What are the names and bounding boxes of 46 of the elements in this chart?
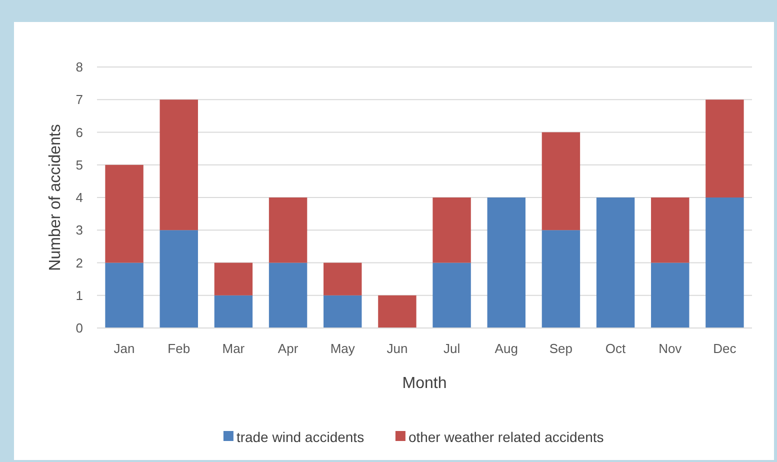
y-tick-label: 7 [76, 92, 83, 108]
bar [324, 262, 362, 296]
x-tick-label: Oct [605, 341, 626, 356]
bar [596, 198, 635, 328]
bar [432, 198, 471, 263]
bar [542, 230, 580, 328]
x-tick-label: Dec [713, 341, 737, 356]
y-tick-label: 6 [76, 124, 83, 140]
y-tick-label: 0 [76, 320, 83, 336]
legend-label: other weather related accidents [408, 428, 604, 445]
bar [105, 164, 144, 263]
bar [214, 295, 253, 328]
x-tick-label: Aug [494, 341, 518, 356]
x-tick-label: Jul [443, 341, 460, 356]
bar [651, 262, 690, 328]
x-tick-label: Mar [222, 341, 246, 356]
bar [105, 262, 144, 328]
y-tick-label: 3 [76, 222, 83, 238]
x-tick-label: Apr [278, 341, 299, 356]
y-axis-title: Number of accidents [47, 124, 64, 271]
bar [706, 198, 744, 328]
y-tick-label: 1 [76, 288, 83, 303]
x-tick-label: Nov [658, 341, 682, 356]
bar [432, 262, 471, 328]
bar [160, 100, 198, 230]
x-tick-label: May [330, 341, 356, 356]
y-tick-label: 2 [76, 255, 83, 270]
x-tick-label: Jun [386, 341, 408, 356]
x-tick-label: Jan [114, 341, 135, 356]
legend-label: trade wind accidents [236, 428, 364, 445]
x-axis-title: Month [402, 375, 447, 392]
x-tick-label: Feb [168, 341, 190, 356]
bar [542, 132, 580, 230]
bar [487, 198, 526, 328]
bar [378, 295, 416, 328]
y-tick-label: 5 [76, 157, 83, 172]
bar [651, 198, 690, 263]
x-tick-label: Sep [549, 341, 573, 356]
bar [214, 262, 253, 296]
bar [324, 295, 362, 328]
y-tick-label: 8 [76, 60, 83, 75]
bar [268, 262, 308, 328]
y-tick-label: 4 [76, 190, 83, 206]
bar [160, 230, 198, 328]
bar [268, 198, 308, 263]
bar [706, 100, 744, 198]
